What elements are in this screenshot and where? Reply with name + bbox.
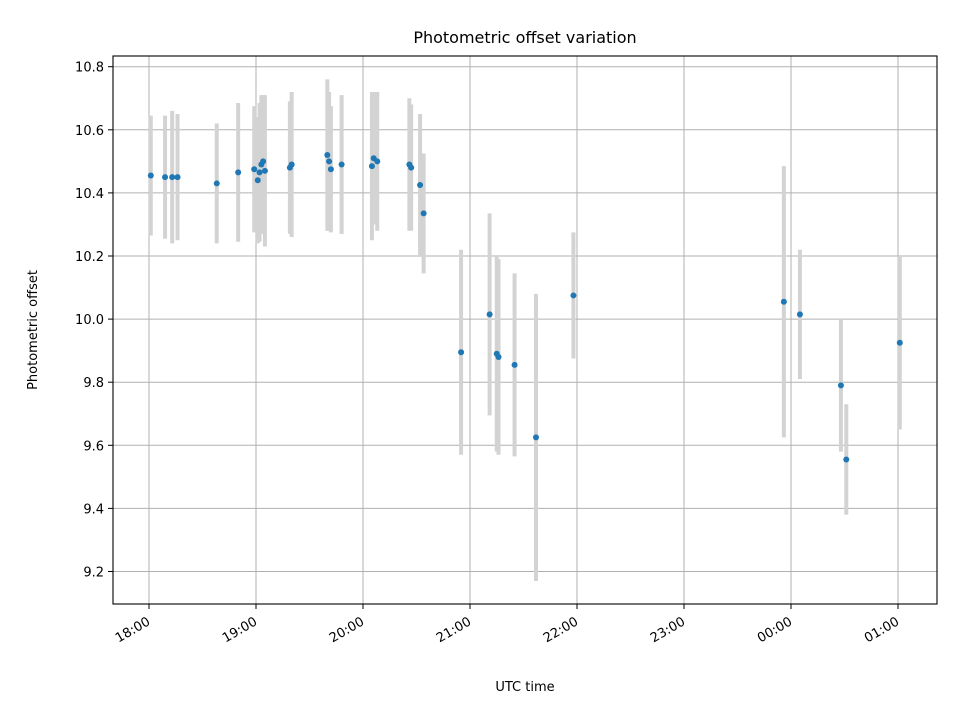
- data-points: [147, 152, 903, 463]
- x-tick-label: 21:00: [434, 614, 474, 646]
- y-tick-label: 10.4: [75, 187, 104, 202]
- data-point: [288, 161, 295, 168]
- y-tick-label: 10.8: [75, 61, 104, 76]
- data-point: [261, 167, 268, 174]
- x-axis-label: UTC time: [495, 680, 554, 695]
- x-tick-label: 20:00: [327, 614, 367, 646]
- data-point: [260, 158, 267, 165]
- data-point: [458, 349, 465, 356]
- y-tick-label: 9.4: [83, 502, 104, 517]
- data-point: [837, 382, 844, 389]
- x-tick-label: 01:00: [862, 614, 902, 646]
- y-tick-label: 9.8: [83, 376, 104, 391]
- data-point: [511, 361, 518, 368]
- data-point: [235, 169, 242, 176]
- data-point: [174, 174, 181, 181]
- x-tick-label: 00:00: [755, 614, 795, 646]
- y-tick-label: 10.2: [75, 250, 104, 265]
- data-point: [486, 311, 493, 318]
- data-point: [256, 169, 263, 176]
- data-point: [213, 180, 220, 187]
- y-tick-label: 9.2: [83, 566, 104, 581]
- x-tick-label: 22:00: [541, 614, 581, 646]
- error-bars: [148, 79, 902, 581]
- data-point: [570, 292, 577, 299]
- plot-frame: [112, 55, 938, 605]
- data-point: [796, 311, 803, 318]
- data-point: [327, 166, 334, 173]
- data-point: [368, 163, 375, 170]
- x-axis: 18:00 19:00 20:00 21:00 22:00 23:00 00:00 01:00: [113, 604, 902, 646]
- data-point: [251, 166, 258, 173]
- data-point: [147, 172, 154, 179]
- data-point: [896, 339, 903, 346]
- data-point: [338, 161, 345, 168]
- y-tick-label: 9.6: [83, 439, 104, 454]
- x-tick-label: 23:00: [648, 614, 688, 646]
- data-point: [326, 158, 333, 165]
- data-point: [417, 182, 424, 189]
- y-tick-label: 10.0: [75, 313, 104, 328]
- data-point: [169, 174, 176, 181]
- y-axis: 9.2 9.4 9.6 9.8 10.0 10.2 10.4 10.6 10.8: [75, 61, 113, 581]
- data-point: [374, 158, 381, 165]
- x-tick-label: 19:00: [220, 614, 260, 646]
- data-point: [254, 177, 261, 184]
- y-tick-label: 10.6: [75, 124, 104, 139]
- y-axis-label: Photometric offset: [26, 270, 41, 390]
- data-point: [780, 298, 787, 305]
- data-point: [532, 434, 539, 441]
- x-tick-label: 18:00: [113, 614, 153, 646]
- data-point: [420, 210, 427, 217]
- data-point: [324, 152, 331, 159]
- data-point: [495, 353, 502, 360]
- data-point: [162, 174, 169, 181]
- data-point: [408, 164, 415, 171]
- chart-title: Photometric offset variation: [413, 28, 636, 47]
- data-point: [843, 456, 850, 463]
